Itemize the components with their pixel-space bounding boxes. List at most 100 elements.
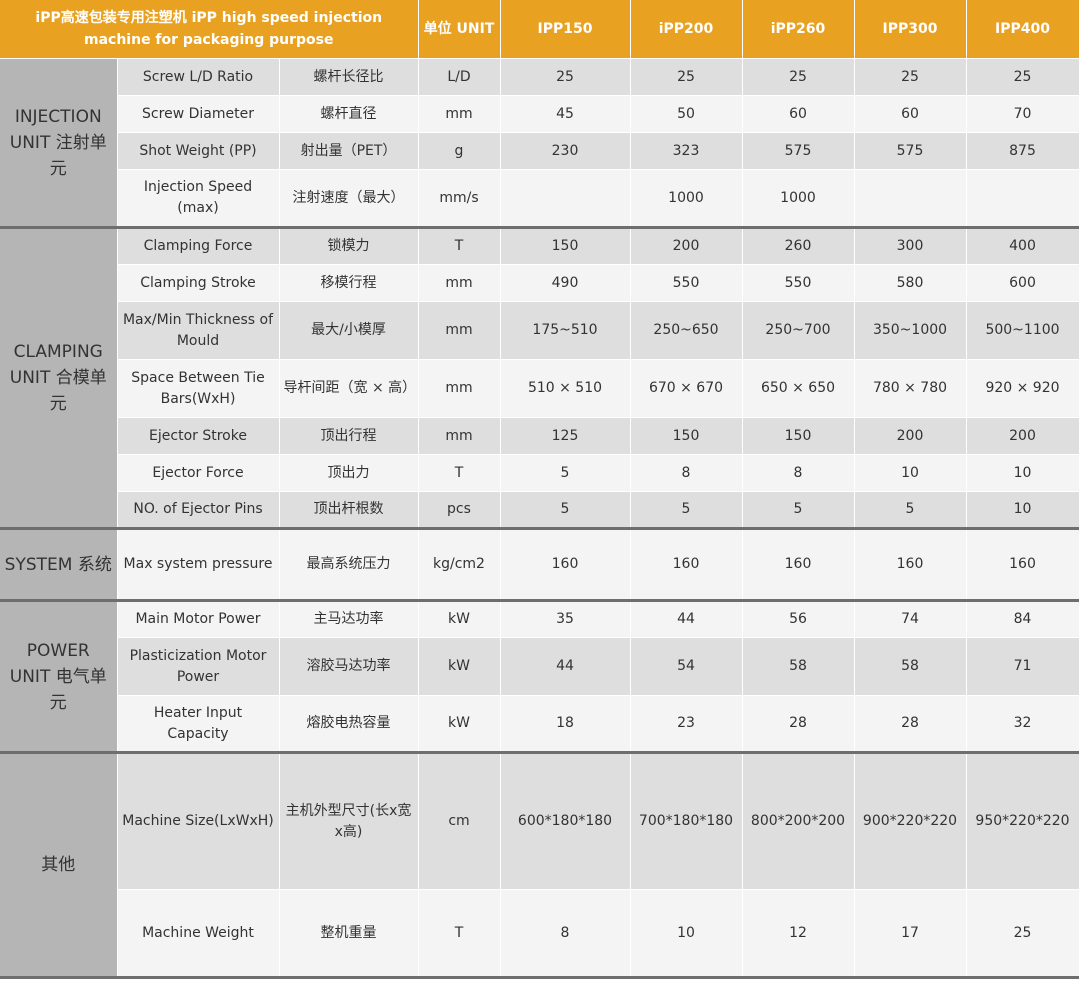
param-name-en: NO. of Ejector Pins — [117, 491, 280, 530]
param-value: 8 — [500, 889, 631, 979]
param-name-cn: 移模行程 — [279, 264, 419, 302]
param-value: 5 — [854, 491, 967, 530]
table-row: Ejector Force 顶出力 T 5 8 8 10 10 — [0, 454, 1079, 492]
param-value: 670 × 670 — [630, 359, 743, 418]
param-value — [854, 169, 967, 229]
param-name-cn: 最大/小模厚 — [279, 301, 419, 360]
param-value: 900*220*220 — [854, 752, 967, 890]
param-value: 44 — [630, 600, 743, 638]
param-unit: T — [418, 454, 501, 492]
model-header: IPP300 — [854, 0, 967, 59]
param-value: 150 — [742, 417, 855, 455]
param-value — [500, 169, 631, 229]
param-name-cn: 熔胶电热容量 — [279, 695, 419, 754]
table-row: NO. of Ejector Pins 顶出杆根数 pcs 5 5 5 5 10 — [0, 491, 1079, 530]
param-value: 10 — [630, 889, 743, 979]
param-name-en: Heater Input Capacity — [117, 695, 280, 754]
param-value: 160 — [742, 528, 855, 602]
param-value: 160 — [630, 528, 743, 602]
table-row: 其他 Machine Size(LxWxH) 主机外型尺寸(长x宽x高) cm 600*… — [0, 752, 1079, 979]
param-unit: mm — [418, 301, 501, 360]
param-value: 54 — [630, 637, 743, 696]
param-name-en: Clamping Force — [117, 227, 280, 265]
param-unit: kW — [418, 695, 501, 754]
param-value: 650 × 650 — [742, 359, 855, 418]
param-name-cn: 顶出行程 — [279, 417, 419, 455]
param-value: 56 — [742, 600, 855, 638]
param-value: 71 — [966, 637, 1079, 696]
param-value: 490 — [500, 264, 631, 302]
param-name-cn: 锁模力 — [279, 227, 419, 265]
table-row: Screw Diameter 螺杆直径 mm 45 50 60 60 70 — [0, 95, 1079, 133]
param-value: 25 — [966, 889, 1079, 979]
param-unit: mm — [418, 264, 501, 302]
param-value: 10 — [854, 454, 967, 492]
param-value: 510 × 510 — [500, 359, 631, 418]
param-value: 160 — [966, 528, 1079, 602]
param-value: 230 — [500, 132, 631, 170]
param-value: 150 — [630, 417, 743, 455]
param-value: 5 — [630, 491, 743, 530]
table-row: SYSTEM 系统 Max system pressure 最高系统压力 kg/cm2… — [0, 528, 1079, 602]
param-value: 5 — [500, 454, 631, 492]
param-value: 580 — [854, 264, 967, 302]
param-name-en: Ejector Stroke — [117, 417, 280, 455]
param-name-en: Machine Size(LxWxH) — [117, 752, 280, 890]
param-value: 575 — [854, 132, 967, 170]
param-value: 74 — [854, 600, 967, 638]
param-name-cn: 导杆间距（宽 × 高） — [279, 359, 419, 418]
param-value: 250~700 — [742, 301, 855, 360]
table-row: Heater Input Capacity 熔胶电热容量 kW 18 23 28 28 32 — [0, 695, 1079, 754]
model-header: iPP260 — [742, 0, 855, 59]
param-value: 600*180*180 — [500, 752, 631, 890]
param-value: 35 — [500, 600, 631, 638]
param-value: 700*180*180 — [630, 752, 743, 890]
param-value: 28 — [854, 695, 967, 754]
param-unit: mm/s — [418, 169, 501, 229]
param-value — [966, 169, 1079, 229]
param-value: 45 — [500, 95, 631, 133]
param-value: 300 — [854, 227, 967, 265]
param-value: 58 — [742, 637, 855, 696]
param-name-cn: 主机外型尺寸(长x宽x高) — [279, 752, 419, 890]
param-value: 44 — [500, 637, 631, 696]
param-value: 1000 — [742, 169, 855, 229]
table-row: Ejector Stroke 顶出行程 mm 125 150 150 200 200 — [0, 417, 1079, 455]
group-label: 其他 — [0, 752, 118, 979]
param-unit: T — [418, 889, 501, 979]
param-value: 5 — [742, 491, 855, 530]
param-value: 350~1000 — [854, 301, 967, 360]
table-row: INJECTION UNIT 注射单元 Screw L/D Ratio 螺杆长径比 L… — [0, 58, 1079, 229]
param-value: 780 × 780 — [854, 359, 967, 418]
table-row: Machine Weight 整机重量 T 8 10 12 17 25 — [0, 889, 1079, 979]
param-value: 323 — [630, 132, 743, 170]
param-value: 200 — [854, 417, 967, 455]
param-unit: kW — [418, 600, 501, 638]
param-value: 600 — [966, 264, 1079, 302]
param-value: 58 — [854, 637, 967, 696]
table-row: Shot Weight (PP) 射出量（PET） g 230 323 575 575 875 — [0, 132, 1079, 170]
table-title: iPP高速包装专用注塑机 iPP high speed injection ma… — [0, 0, 419, 59]
param-unit: L/D — [418, 58, 501, 96]
param-value: 1000 — [630, 169, 743, 229]
group-label: INJECTION UNIT 注射单元 — [0, 58, 118, 229]
param-name-cn: 最高系统压力 — [279, 528, 419, 602]
param-name-cn: 溶胶马达功率 — [279, 637, 419, 696]
param-name-en: Injection Speed (max) — [117, 169, 280, 229]
param-value: 5 — [500, 491, 631, 530]
param-name-cn: 主马达功率 — [279, 600, 419, 638]
param-name-cn: 注射速度（最大） — [279, 169, 419, 229]
param-name-cn: 射出量（PET） — [279, 132, 419, 170]
param-unit: T — [418, 227, 501, 265]
param-unit: mm — [418, 417, 501, 455]
model-header: IPP150 — [500, 0, 631, 59]
param-value: 200 — [630, 227, 743, 265]
param-value: 17 — [854, 889, 967, 979]
param-name-cn: 顶出杆根数 — [279, 491, 419, 530]
param-name-en: Max/Min Thickness of Mould — [117, 301, 280, 360]
table-row: Max/Min Thickness of Mould 最大/小模厚 mm 175~51… — [0, 301, 1079, 360]
param-name-cn: 螺杆直径 — [279, 95, 419, 133]
param-name-en: Space Between Tie Bars(WxH) — [117, 359, 280, 418]
param-value: 25 — [854, 58, 967, 96]
param-name-cn: 螺杆长径比 — [279, 58, 419, 96]
